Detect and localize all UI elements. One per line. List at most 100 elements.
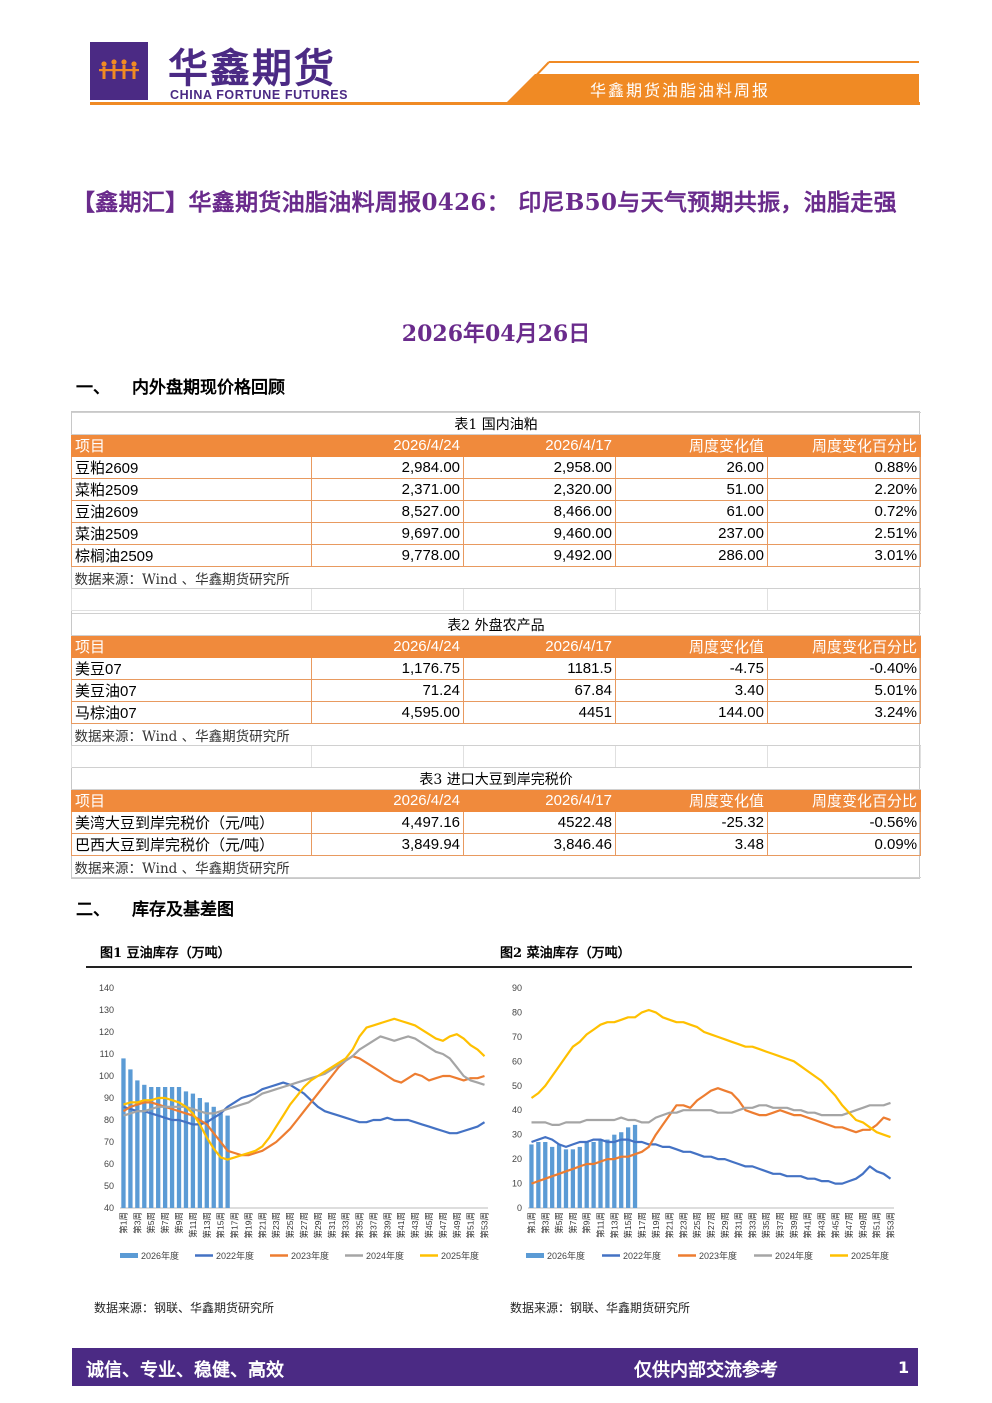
cell: -25.32	[615, 811, 768, 834]
chart-2-source: 数据来源：钢联、华鑫期货研究所	[510, 1301, 691, 1315]
header-cell: 周度变化百分比	[766, 789, 922, 812]
header-cell: 2026/4/24	[311, 434, 464, 457]
chart-rule	[86, 966, 912, 968]
cell: 4451	[463, 701, 616, 724]
x-tick-label: 第9周	[174, 1212, 184, 1234]
x-tick-label: 第53周	[480, 1212, 490, 1238]
legend-label: 2023年度	[699, 1250, 737, 1261]
table-3: 表3 进口大豆到岸完税价 项目 2026/4/24 2026/4/17 周度变化…	[71, 767, 922, 878]
cell: 菜粕2509	[71, 478, 312, 501]
bar-2026	[612, 1134, 617, 1208]
x-tick-label: 第5周	[554, 1212, 564, 1234]
x-tick-label: 第53周	[886, 1212, 896, 1238]
x-tick-label: 第23周	[678, 1212, 688, 1238]
cell: 2,984.00	[311, 456, 464, 479]
bar-2026	[156, 1087, 161, 1208]
x-tick-label: 第39周	[382, 1212, 392, 1238]
bar-2026	[135, 1080, 140, 1208]
table-row: 美豆07 1,176.75 1181.5 -4.75 -0.40%	[71, 657, 921, 680]
bar-2026	[218, 1113, 223, 1208]
legend-label: 2024年度	[775, 1250, 813, 1261]
header-report-name: 华鑫期货油脂油料周报	[590, 81, 771, 100]
y-tick-label: 90	[104, 1093, 114, 1103]
header-cell: 2026/4/17	[463, 789, 616, 812]
cell: 菜油2509	[71, 522, 312, 545]
cell: 4,497.16	[311, 811, 464, 834]
series-line-2023年度	[122, 1055, 485, 1157]
legend-label: 2023年度	[291, 1250, 329, 1261]
chart-1-source: 数据来源：钢联、华鑫期货研究所	[94, 1301, 275, 1315]
table-source: 数据来源：Wind 、华鑫期货研究所	[71, 566, 921, 589]
legend-swatch	[526, 1253, 544, 1258]
table-2: 表2 外盘农产品 项目 2026/4/24 2026/4/17 周度变化值 周度…	[71, 613, 921, 768]
bar-2026	[128, 1069, 133, 1208]
section-label: 库存及基差图	[132, 900, 234, 920]
cell: 马棕油07	[71, 701, 312, 724]
x-tick-label: 第21周	[257, 1212, 267, 1238]
series-line-2023年度	[531, 1087, 891, 1185]
cell: 3.24%	[767, 701, 921, 724]
y-tick-label: 100	[99, 1071, 114, 1081]
table-source: 数据来源：Wind 、华鑫期货研究所	[71, 855, 921, 878]
cell: 237.00	[615, 522, 768, 545]
bar-2026	[149, 1087, 154, 1208]
x-tick-label: 第1周	[118, 1212, 128, 1234]
series-line-2024年度	[531, 1101, 891, 1126]
x-tick-label: 第49周	[452, 1212, 462, 1238]
cell: 豆粕2609	[71, 456, 312, 479]
bar-2026	[563, 1149, 569, 1208]
cell: 美豆07	[71, 657, 312, 680]
bar-2026	[550, 1146, 555, 1208]
table-row: 美湾大豆到岸完税价（元/吨） 4,497.16 4522.48 -25.32 -0.56…	[71, 811, 922, 834]
x-tick-label: 第47周	[844, 1212, 854, 1238]
bar-2026	[536, 1142, 541, 1208]
cell: 8,466.00	[463, 500, 616, 523]
footer-bar: 诚信、专业、稳健、高效 仅供内部交流参考 1	[72, 1348, 918, 1386]
logo-english: CHINA FORTUNE FUTURES	[170, 88, 349, 102]
cell: 71.24	[311, 679, 464, 702]
table-1: 表1 国内油粕 项目 2026/4/24 2026/4/17 周度变化值 周度变…	[71, 412, 922, 611]
bar-2026	[619, 1132, 624, 1208]
bar-2026	[211, 1106, 216, 1208]
cell: 2,320.00	[463, 478, 616, 501]
header-rule	[90, 102, 920, 105]
cell: 144.00	[615, 701, 768, 724]
cell: 2.51%	[766, 522, 922, 545]
legend-label: 2022年度	[216, 1250, 254, 1261]
y-tick-label: 50	[104, 1181, 114, 1191]
cell: -0.40%	[767, 657, 921, 680]
cell: 3,846.46	[463, 833, 616, 856]
y-tick-label: 60	[512, 1056, 522, 1066]
x-tick-label: 第15周	[216, 1212, 226, 1238]
bar-2026	[142, 1084, 147, 1208]
x-tick-label: 第11周	[596, 1212, 606, 1238]
table-caption: 表2 外盘农产品	[71, 613, 921, 636]
x-tick-label: 第33周	[341, 1212, 351, 1238]
bar-2026	[529, 1144, 534, 1208]
legend-label: 2024年度	[366, 1250, 404, 1261]
bar-2026	[570, 1149, 576, 1208]
page-number: 1	[898, 1358, 910, 1377]
x-tick-label: 第25周	[285, 1212, 295, 1238]
cell: 0.09%	[766, 833, 922, 856]
x-tick-label: 第29周	[720, 1212, 730, 1238]
cell: 9,460.00	[463, 522, 616, 545]
y-tick-label: 40	[512, 1105, 522, 1115]
bar-2026	[225, 1115, 230, 1208]
x-tick-label: 第17周	[230, 1212, 240, 1238]
x-tick-label: 第7周	[568, 1212, 578, 1234]
x-tick-label: 第39周	[789, 1212, 799, 1238]
x-tick-label: 第51周	[466, 1212, 476, 1238]
y-tick-label: 30	[512, 1130, 522, 1140]
x-tick-label: 第13周	[609, 1212, 619, 1238]
y-tick-label: 80	[104, 1115, 114, 1125]
cell: 67.84	[463, 679, 616, 702]
cell: 1,176.75	[311, 657, 464, 680]
x-tick-label: 第19周	[651, 1212, 661, 1238]
bar-2026	[162, 1087, 168, 1208]
chart-1-title: 图1 豆油库存（万吨）	[100, 946, 231, 961]
x-tick-label: 第43周	[410, 1212, 420, 1238]
cell: 0.72%	[766, 500, 922, 523]
bar-2026	[598, 1139, 603, 1208]
